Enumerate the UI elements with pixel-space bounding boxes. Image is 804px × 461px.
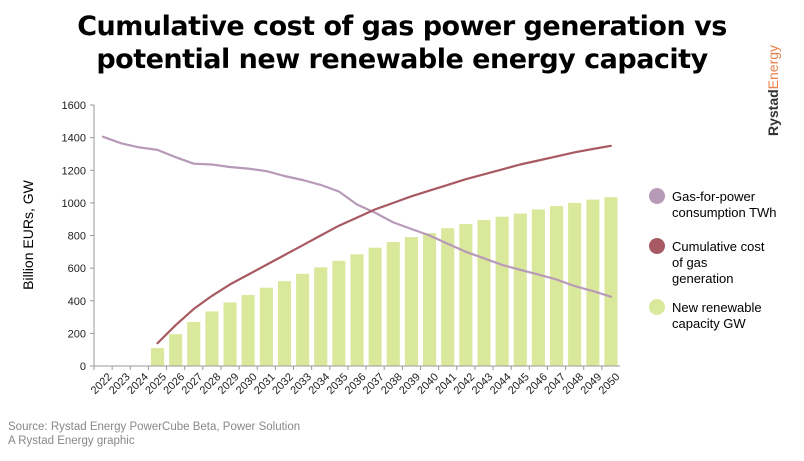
bar-2043 bbox=[477, 220, 491, 366]
bar-2050 bbox=[604, 197, 618, 366]
y-tick-label: 1400 bbox=[62, 133, 86, 145]
legend-marker-1 bbox=[649, 188, 665, 204]
y-axis: 0 200 400 600 800 1000 1200 1400 1600 bbox=[62, 100, 95, 373]
legend-label-3: New renewable bbox=[672, 300, 762, 315]
legend-label-2: of gas bbox=[672, 255, 708, 270]
chart-title-line2: potential new renewable energy capacity bbox=[96, 44, 708, 75]
y-tick-label: 600 bbox=[68, 263, 86, 275]
brand-logo-part1: Rystad bbox=[765, 89, 781, 136]
bar-2048 bbox=[568, 202, 582, 366]
bar-2046 bbox=[531, 209, 545, 366]
x-axis: 2022202320242025202620272028202920302031… bbox=[89, 365, 623, 397]
legend-marker-2 bbox=[649, 238, 665, 254]
y-tick-label: 1600 bbox=[62, 100, 86, 112]
chart-title-line1: Cumulative cost of gas power generation … bbox=[77, 11, 727, 42]
source-note: Source: Rystad Energy PowerCube Beta, Po… bbox=[8, 420, 300, 448]
y-axis-label: Billion EURs, GW bbox=[20, 179, 36, 289]
y-tick-label: 1000 bbox=[62, 198, 86, 210]
bar-2033 bbox=[296, 273, 310, 366]
series-line-2 bbox=[156, 144, 613, 345]
x-tick-label: 2050 bbox=[597, 371, 623, 397]
bar-2030 bbox=[241, 295, 255, 366]
bar-2027 bbox=[187, 322, 201, 366]
bar-2029 bbox=[223, 302, 237, 366]
bar-2044 bbox=[495, 216, 509, 366]
y-tick-label: 400 bbox=[68, 296, 86, 308]
bar-2047 bbox=[550, 206, 564, 366]
bar-2032 bbox=[277, 281, 291, 366]
legend-marker-3 bbox=[649, 299, 665, 315]
legend-label-3: capacity GW bbox=[672, 316, 746, 331]
bar-2040 bbox=[423, 233, 437, 366]
bar-2041 bbox=[441, 228, 455, 366]
bar-2039 bbox=[404, 237, 418, 366]
bar-2045 bbox=[513, 213, 527, 366]
source-line: Source: Rystad Energy PowerCube Beta, Po… bbox=[8, 421, 301, 433]
bar-2049 bbox=[586, 199, 600, 366]
y-tick-label: 1200 bbox=[62, 165, 86, 177]
bar-2038 bbox=[386, 242, 400, 366]
bar-2034 bbox=[314, 267, 328, 366]
brand-logo-text: RystadEnergy bbox=[765, 45, 781, 136]
y-tick-label: 200 bbox=[68, 328, 86, 340]
legend-label-1: consumption TWh bbox=[672, 205, 777, 220]
brand-logo: RystadEnergy bbox=[765, 45, 781, 136]
bar-2026 bbox=[169, 334, 183, 366]
bar-2036 bbox=[350, 254, 364, 366]
chart-title: Cumulative cost of gas power generation … bbox=[0, 10, 804, 76]
y-tick-label: 0 bbox=[80, 361, 86, 373]
bar-2035 bbox=[332, 260, 346, 366]
brand-logo-part2: Energy bbox=[765, 45, 781, 89]
bar-2028 bbox=[205, 311, 219, 366]
legend-label-2: Cumulative cost bbox=[672, 239, 765, 254]
plot-area bbox=[101, 135, 618, 366]
credit-line: A Rystad Energy graphic bbox=[8, 435, 135, 447]
legend-label-2: generation bbox=[672, 271, 733, 286]
y-tick-label: 800 bbox=[68, 231, 86, 243]
bar-2037 bbox=[368, 247, 382, 366]
bar-2031 bbox=[259, 287, 273, 366]
bar-2042 bbox=[459, 224, 473, 366]
bar-2025 bbox=[151, 348, 165, 366]
series-line-1 bbox=[101, 135, 613, 298]
legend-label-1: Gas-for-power bbox=[672, 189, 756, 204]
